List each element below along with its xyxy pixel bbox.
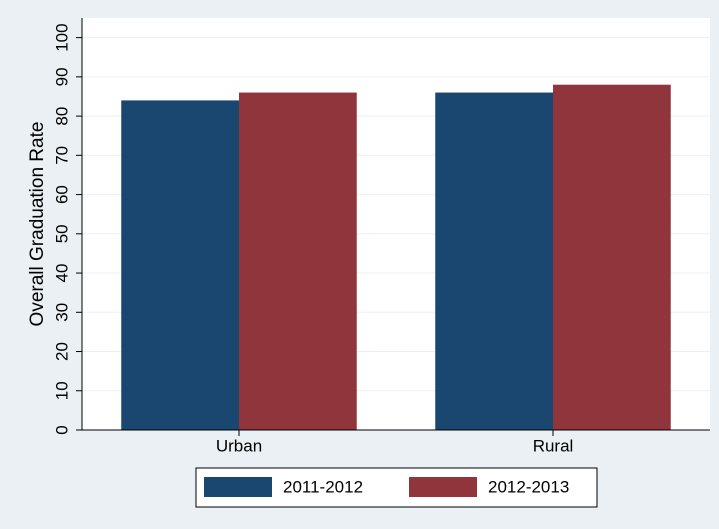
y-tick-label: 0: [52, 425, 71, 434]
y-tick-label: 60: [52, 185, 71, 204]
legend-swatch: [409, 477, 477, 497]
y-tick-label: 40: [52, 264, 71, 283]
y-tick-label: 50: [52, 224, 71, 243]
legend-swatch: [204, 477, 272, 497]
y-tick-label: 10: [52, 381, 71, 400]
y-tick-label: 80: [52, 107, 71, 126]
bar: [435, 92, 553, 431]
y-tick-label: 90: [52, 67, 71, 86]
y-axis-title: Overall Graduation Rate: [27, 122, 48, 327]
legend-label: 2011-2012: [283, 477, 363, 496]
legend-label: 2012-2013: [488, 477, 569, 496]
bar: [239, 92, 357, 431]
bar: [121, 100, 239, 431]
y-tick-label: 30: [52, 303, 71, 322]
y-tick-label: 100: [52, 23, 71, 51]
x-tick-label: Urban: [216, 436, 262, 455]
bar: [553, 84, 671, 430]
x-tick-label: Rural: [533, 436, 574, 455]
y-tick-label: 70: [52, 146, 71, 165]
y-tick-label: 20: [52, 342, 71, 361]
